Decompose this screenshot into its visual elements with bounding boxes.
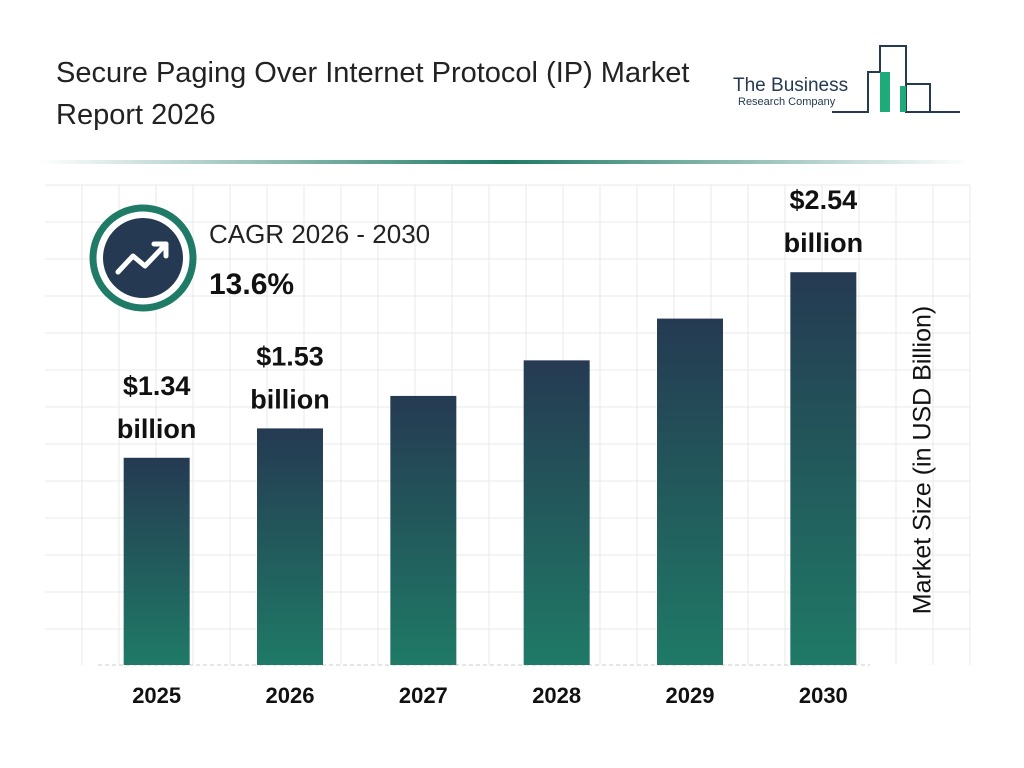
bar [523,360,590,665]
cagr-value: 13.6% [209,268,294,301]
value-label-line: billion [117,414,196,444]
x-tick-label: 2029 [666,683,715,708]
bar [123,457,190,665]
value-label-line: $2.54 [790,185,858,215]
logo: The Business Research Company [733,45,960,113]
cagr-badge [89,204,197,312]
title: Secure Paging Over Internet Protocol (IP… [56,57,690,131]
bar [657,318,723,665]
x-tick-label: 2025 [132,683,181,708]
value-label-line: $1.34 [123,371,191,401]
cagr-label: CAGR 2026 - 2030 [209,219,430,249]
x-tick-label: 2026 [266,683,315,708]
y-axis-label: Market Size (in USD Billion) [909,306,937,614]
value-label: $2.54 billion [784,185,863,258]
divider [40,160,970,164]
x-tick-label: 2028 [532,683,581,708]
x-tick-label: 2030 [799,683,848,708]
value-label-line: $1.53 [256,342,324,372]
logo-text: The Business [733,75,848,96]
x-tick-label: 2027 [399,683,448,708]
value-label: $1.34 billion [117,371,196,444]
bar [257,428,323,665]
value-label-line: billion [250,385,329,415]
value-label: $1.53 billion [250,342,329,415]
bar [790,272,857,665]
logo-subtext: Research Company [738,96,836,108]
bar [390,395,457,665]
value-label-line: billion [784,228,863,258]
